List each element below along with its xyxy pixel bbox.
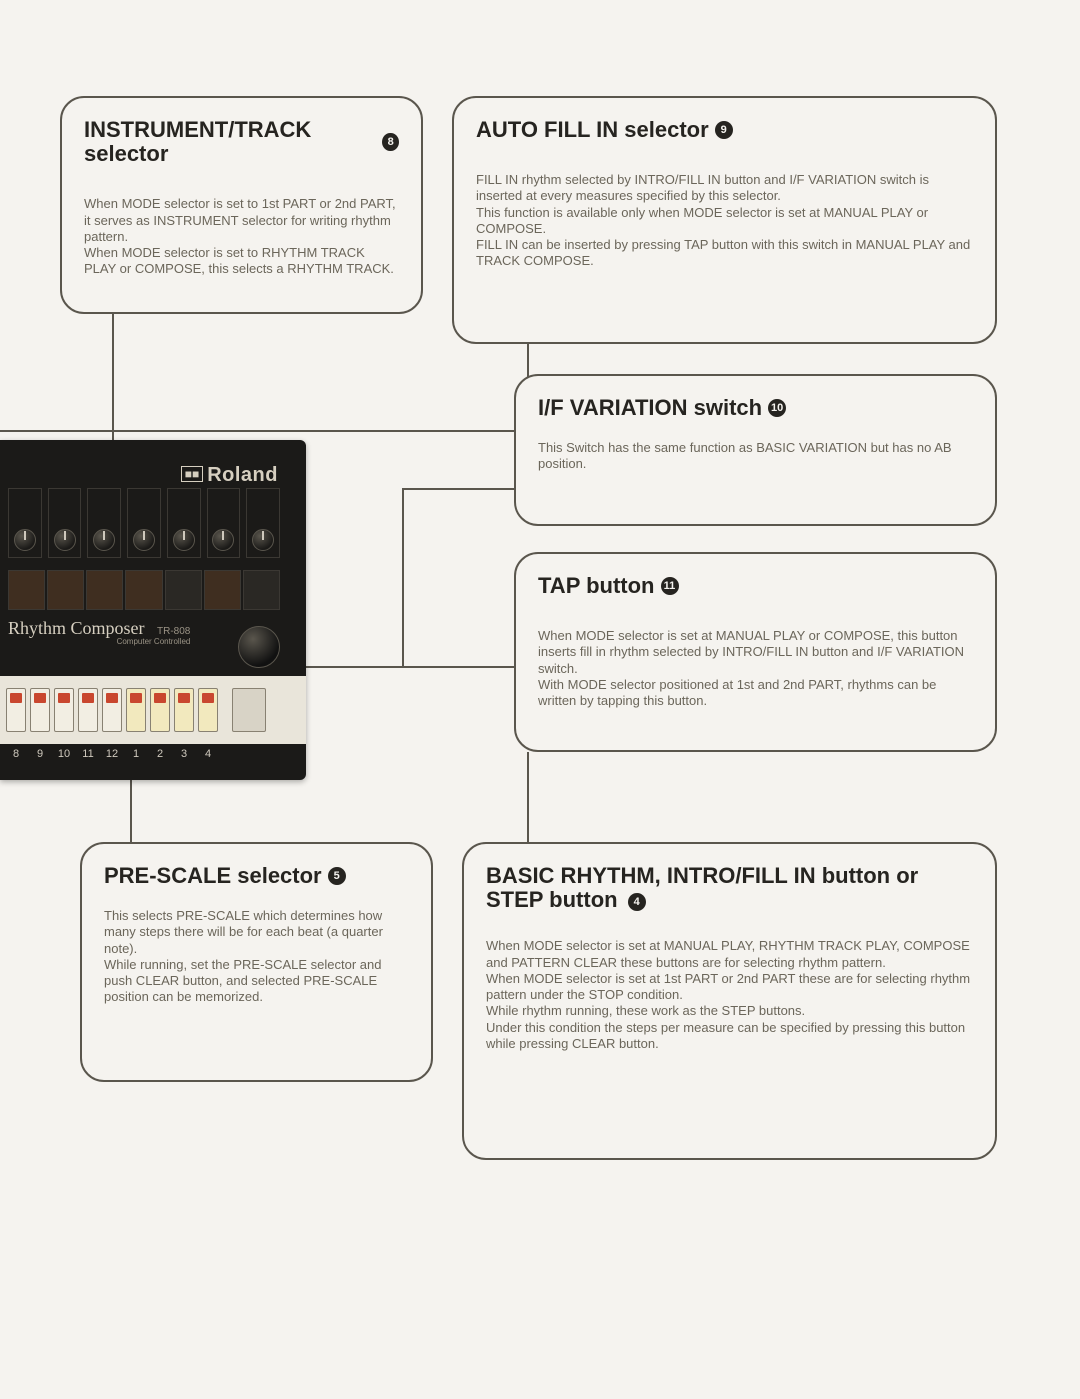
selector-cell	[204, 570, 241, 610]
callout-pre-scale: PRE-SCALE selector 5 This selects PRE-SC…	[80, 842, 433, 1082]
reference-number-badge: 11	[661, 577, 679, 595]
selector-cell	[47, 570, 84, 610]
step-button-icon	[102, 688, 122, 732]
leader-line	[527, 752, 529, 842]
selector-cell	[86, 570, 123, 610]
leader-line	[306, 666, 404, 668]
step-button-icon	[54, 688, 74, 732]
step-number: 2	[150, 748, 170, 766]
callout-body: When MODE selector is set at MANUAL PLAY…	[486, 938, 973, 1052]
reference-number-badge: 8	[382, 133, 399, 151]
level-knob-icon	[133, 529, 155, 551]
level-knob-icon	[14, 529, 36, 551]
callout-body: When MODE selector is set at MANUAL PLAY…	[538, 628, 973, 709]
brand-label: ■■Roland	[181, 464, 278, 487]
knob-row	[8, 488, 280, 558]
level-knob-icon	[173, 529, 195, 551]
level-knob-icon	[252, 529, 274, 551]
level-knob-icon	[54, 529, 76, 551]
step-number: 9	[30, 748, 50, 766]
callout-title: I/F VARIATION switch 10	[538, 396, 973, 420]
reference-number-badge: 4	[628, 893, 646, 911]
leader-line	[130, 780, 132, 842]
step-number: 12	[102, 748, 122, 766]
step-button-icon	[126, 688, 146, 732]
step-number: 11	[78, 748, 98, 766]
leader-line	[402, 488, 404, 668]
tempo-knob-area	[230, 618, 288, 676]
device-script: Rhythm Composer	[8, 618, 145, 638]
title-text: TAP button	[538, 574, 655, 598]
device-photo: ■■Roland Rhythm Composer TR-808 Computer…	[0, 440, 306, 780]
brand-text: Roland	[207, 464, 278, 486]
step-button-icon	[174, 688, 194, 732]
callout-title: INSTRUMENT/TRACK selector 8	[84, 118, 399, 166]
step-number: 8	[6, 748, 26, 766]
step-button-icon	[78, 688, 98, 732]
knob-cell	[8, 488, 42, 558]
callout-title: PRE-SCALE selector 5	[104, 864, 409, 888]
step-number: 10	[54, 748, 74, 766]
selector-cell	[165, 570, 202, 610]
step-button-strip	[0, 676, 306, 744]
knob-cell	[127, 488, 161, 558]
manual-page: INSTRUMENT/TRACK selector 8 When MODE se…	[0, 0, 1080, 1399]
callout-instrument-track: INSTRUMENT/TRACK selector 8 When MODE se…	[60, 96, 423, 314]
knob-cell	[167, 488, 201, 558]
device-model-label: Rhythm Composer TR-808 Computer Controll…	[8, 618, 190, 646]
callout-title: TAP button 11	[538, 574, 973, 598]
device-subtitle: Computer Controlled	[8, 637, 190, 646]
callout-title: BASIC RHYTHM, INTRO/FILL IN button or ST…	[486, 864, 973, 912]
callout-tap-button: TAP button 11 When MODE selector is set …	[514, 552, 997, 752]
selector-cell	[243, 570, 280, 610]
callout-title: AUTO FILL IN selector 9	[476, 118, 973, 142]
tempo-knob-icon	[238, 626, 280, 668]
leader-line	[402, 666, 516, 668]
leader-line	[0, 430, 529, 432]
step-number: 4	[198, 748, 218, 766]
step-number: 3	[174, 748, 194, 766]
step-number: 1	[126, 748, 146, 766]
title-text: I/F VARIATION switch	[538, 396, 762, 420]
title-text: BASIC RHYTHM, INTRO/FILL IN button or ST…	[486, 863, 918, 912]
knob-cell	[246, 488, 280, 558]
device-model: TR-808	[157, 626, 190, 637]
knob-cell	[87, 488, 121, 558]
title-text: PRE-SCALE selector	[104, 864, 322, 888]
callout-body: FILL IN rhythm selected by INTRO/FILL IN…	[476, 172, 973, 270]
callout-basic-rhythm: BASIC RHYTHM, INTRO/FILL IN button or ST…	[462, 842, 997, 1160]
callout-body: This Switch has the same function as BAS…	[538, 440, 973, 473]
leader-line	[402, 488, 516, 490]
selector-cell	[125, 570, 162, 610]
brand-logo-box: ■■	[181, 466, 204, 482]
reference-number-badge: 10	[768, 399, 786, 417]
knob-cell	[207, 488, 241, 558]
callout-body: When MODE selector is set to 1st PART or…	[84, 196, 399, 277]
level-knob-icon	[212, 529, 234, 551]
callout-auto-fill-in: AUTO FILL IN selector 9 FILL IN rhythm s…	[452, 96, 997, 344]
callout-body: This selects PRE-SCALE which determines …	[104, 908, 409, 1006]
selector-row	[8, 570, 280, 610]
reference-number-badge: 5	[328, 867, 346, 885]
reference-number-badge: 9	[715, 121, 733, 139]
step-number-row: 8 9 10 11 12 1 2 3 4	[0, 748, 306, 766]
step-button-icon	[30, 688, 50, 732]
knob-cell	[48, 488, 82, 558]
tap-button-icon	[232, 688, 266, 732]
leader-line	[112, 314, 114, 440]
step-button-icon	[198, 688, 218, 732]
step-button-icon	[150, 688, 170, 732]
level-knob-icon	[93, 529, 115, 551]
selector-cell	[8, 570, 45, 610]
title-text: INSTRUMENT/TRACK selector	[84, 118, 376, 166]
step-button-icon	[6, 688, 26, 732]
title-text: AUTO FILL IN selector	[476, 118, 709, 142]
callout-if-variation: I/F VARIATION switch 10 This Switch has …	[514, 374, 997, 526]
